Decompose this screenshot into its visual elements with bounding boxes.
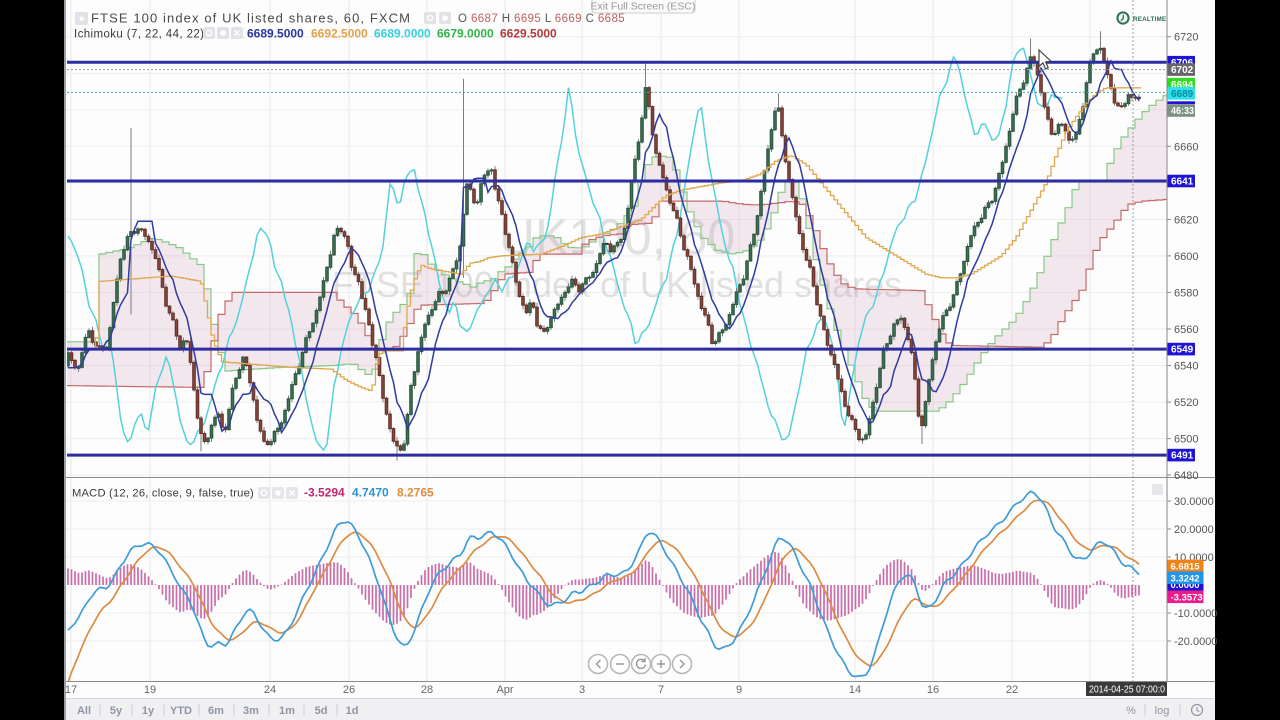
svg-text:UK100, 60: UK100, 60 <box>499 209 735 265</box>
svg-text:22: 22 <box>1006 684 1018 696</box>
svg-text:6500: 6500 <box>1174 434 1198 446</box>
svg-text:46:33: 46:33 <box>1171 106 1194 117</box>
svg-text:0.0000: 0.0000 <box>1171 580 1200 591</box>
svg-text:log: log <box>1155 705 1170 717</box>
svg-text:2014-04-25 07:00:0: 2014-04-25 07:00:0 <box>1089 685 1165 696</box>
svg-text:-10.0000: -10.0000 <box>1174 608 1217 620</box>
svg-text:6694: 6694 <box>1171 80 1194 91</box>
svg-text:MACD (12, 26, close, 9, false,: MACD (12, 26, close, 9, false, true) <box>72 488 254 500</box>
svg-text:★: ★ <box>77 14 85 24</box>
svg-text:14: 14 <box>849 684 861 696</box>
svg-text:7: 7 <box>658 684 664 696</box>
svg-text:24: 24 <box>264 684 276 696</box>
svg-text:6520: 6520 <box>1174 397 1198 409</box>
svg-text:6549: 6549 <box>1171 345 1194 356</box>
svg-text:Exit Full Screen (ESC): Exit Full Screen (ESC) <box>590 1 695 13</box>
svg-text:6.6815: 6.6815 <box>1171 562 1201 573</box>
svg-text:1d: 1d <box>346 705 359 717</box>
svg-text:All: All <box>77 705 91 717</box>
svg-text:6560: 6560 <box>1174 324 1198 336</box>
svg-text:6580: 6580 <box>1174 287 1198 299</box>
svg-text:3.3242: 3.3242 <box>1171 573 1200 584</box>
svg-text:5y: 5y <box>110 705 123 717</box>
svg-text:6m: 6m <box>208 705 224 717</box>
svg-text:%: % <box>1126 705 1136 717</box>
svg-text:FTSE 100 index of UK listed sh: FTSE 100 index of UK listed shares, 60, … <box>91 11 411 26</box>
svg-text:17: 17 <box>65 684 77 696</box>
svg-text:30.0000: 30.0000 <box>1174 496 1214 508</box>
svg-text:16: 16 <box>927 684 939 696</box>
svg-text:5d: 5d <box>315 705 328 717</box>
svg-text:6480: 6480 <box>1174 470 1198 482</box>
svg-text:-20.0000: -20.0000 <box>1174 636 1217 648</box>
svg-text:6660: 6660 <box>1174 141 1198 153</box>
svg-text:26: 26 <box>343 684 355 696</box>
svg-text:20.0000: 20.0000 <box>1174 524 1214 536</box>
svg-text:Ichimoku (7, 22, 44, 22): Ichimoku (7, 22, 44, 22) <box>74 29 204 41</box>
svg-text:6540: 6540 <box>1174 361 1198 373</box>
svg-text:3: 3 <box>579 684 585 696</box>
svg-text:Apr: Apr <box>496 684 513 696</box>
svg-text:REALTIME: REALTIME <box>1133 16 1166 23</box>
svg-text:3m: 3m <box>243 705 259 717</box>
svg-text:19: 19 <box>144 684 156 696</box>
svg-text:1y: 1y <box>142 705 155 717</box>
svg-text:9: 9 <box>736 684 742 696</box>
svg-text:YTD: YTD <box>170 705 192 717</box>
svg-text:O 6687 H 6695 L 6669 C 6685: O 6687 H 6695 L 6669 C 6685 <box>458 13 625 25</box>
svg-text:28: 28 <box>421 684 433 696</box>
svg-text:6600: 6600 <box>1174 251 1198 263</box>
svg-text:6641: 6641 <box>1171 177 1194 188</box>
svg-text:6689: 6689 <box>1171 89 1194 100</box>
svg-text:6720: 6720 <box>1174 32 1198 44</box>
svg-text:-3.3573: -3.3573 <box>1171 592 1203 603</box>
svg-text:6702: 6702 <box>1171 65 1194 76</box>
svg-text:6620: 6620 <box>1174 214 1198 226</box>
svg-text:6491: 6491 <box>1171 451 1194 462</box>
svg-text:1m: 1m <box>279 705 295 717</box>
